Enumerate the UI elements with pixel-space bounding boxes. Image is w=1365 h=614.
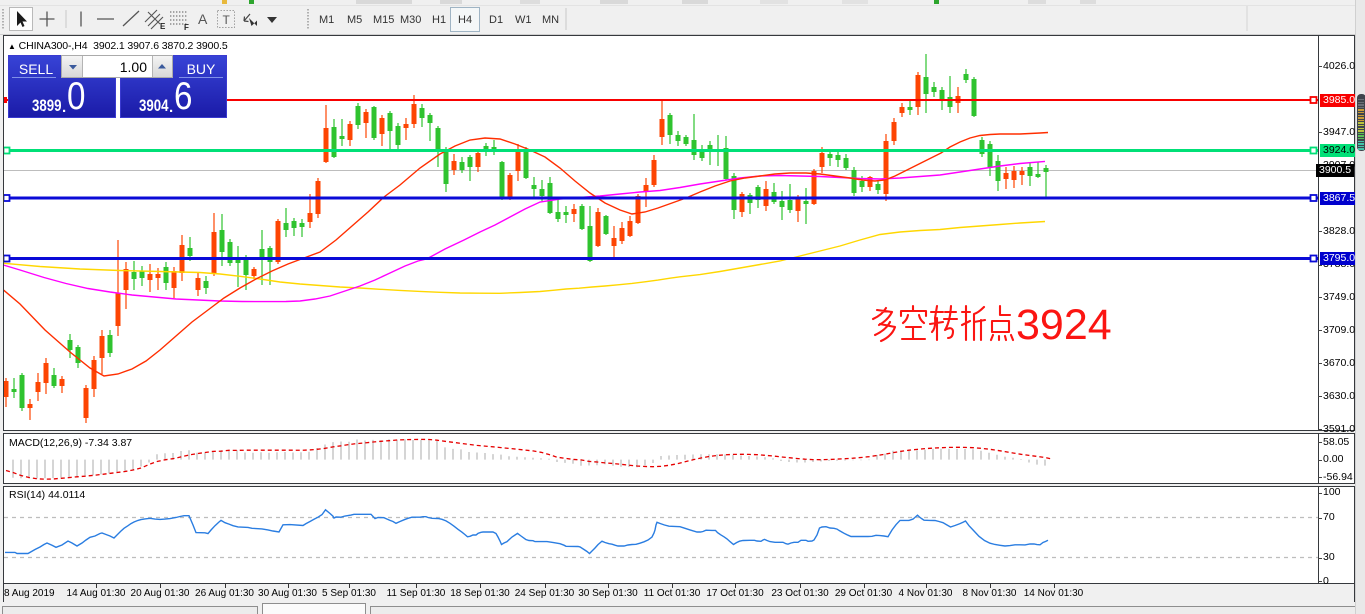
- svg-text:H4: H4: [458, 14, 472, 26]
- svg-text:A: A: [198, 11, 208, 27]
- svg-text:T: T: [223, 13, 231, 27]
- svg-text:H1: H1: [432, 14, 446, 26]
- svg-text:M30: M30: [400, 14, 421, 26]
- svg-text:F: F: [184, 23, 189, 32]
- svg-text:M5: M5: [347, 14, 362, 26]
- svg-text:W1: W1: [515, 14, 532, 26]
- svg-text:3924: 3924: [1016, 301, 1112, 349]
- svg-text:E: E: [160, 22, 166, 31]
- svg-text:M1: M1: [319, 14, 334, 26]
- svg-text:D1: D1: [489, 14, 503, 26]
- svg-text:M15: M15: [373, 14, 394, 26]
- svg-text:MN: MN: [542, 14, 559, 26]
